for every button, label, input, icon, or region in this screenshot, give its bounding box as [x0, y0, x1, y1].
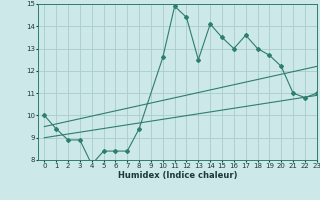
X-axis label: Humidex (Indice chaleur): Humidex (Indice chaleur) [118, 171, 237, 180]
